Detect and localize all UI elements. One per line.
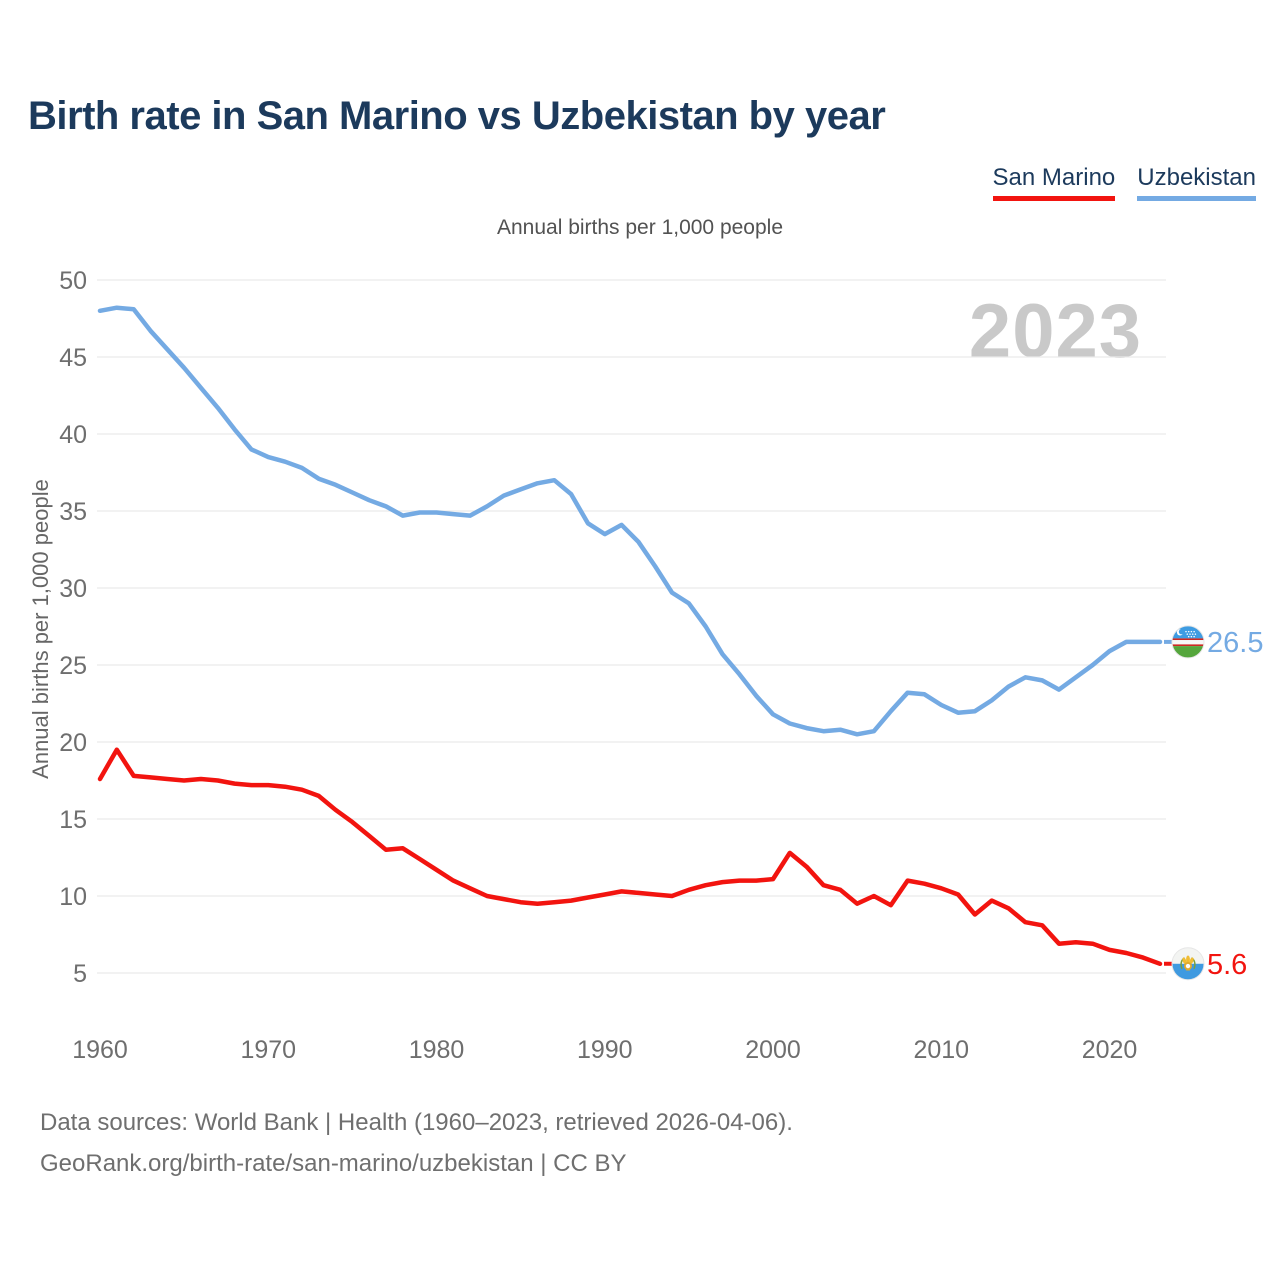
legend-label-uzbekistan: Uzbekistan xyxy=(1137,164,1256,191)
x-tick-label: 1980 xyxy=(409,1036,465,1064)
flag-plume xyxy=(1186,955,1190,964)
x-tick-label: 2000 xyxy=(745,1036,801,1064)
flag-star-dot xyxy=(1194,633,1197,635)
legend-label-san-marino: San Marino xyxy=(992,164,1116,191)
flag-bands xyxy=(1172,625,1204,658)
flag-plume xyxy=(1189,957,1194,964)
san-marino-line[interactable] xyxy=(97,747,1163,967)
flag-star-dot xyxy=(1187,635,1190,638)
flag-star-dot xyxy=(1186,633,1189,635)
y-axis-ticks: 50 45 40 35 30 25 20 15 10 5 xyxy=(59,267,87,988)
legend-item-san-marino[interactable]: San Marino xyxy=(992,164,1116,201)
y-tick-label: 20 xyxy=(59,729,87,757)
chart-subtitle: Annual births per 1,000 people xyxy=(496,216,784,239)
flag-plume xyxy=(1182,957,1187,964)
flag-band-red xyxy=(1172,638,1204,641)
uzbekistan-flag-icon xyxy=(1171,625,1205,659)
watermark-year: 2023 xyxy=(968,289,1142,374)
flag-band-red xyxy=(1172,644,1204,647)
san-marino-end-value: 5.6 xyxy=(1207,949,1247,981)
page-title: Birth rate in San Marino vs Uzbekistan b… xyxy=(28,94,886,138)
x-tick-label: 1960 xyxy=(72,1036,128,1064)
flag-star-dot xyxy=(1185,630,1187,633)
y-tick-label: 45 xyxy=(59,344,87,372)
flag-ring xyxy=(1171,625,1205,659)
y-tick-label: 5 xyxy=(73,960,87,988)
flag-band-green xyxy=(1172,646,1204,658)
flag-band-white xyxy=(1172,640,1204,645)
flag-star-dot xyxy=(1190,630,1193,633)
uzbekistan-line[interactable] xyxy=(97,305,1163,737)
x-tick-label: 2010 xyxy=(913,1036,969,1064)
uzbekistan-end-value: 26.5 xyxy=(1207,627,1263,659)
x-axis-ticks: 1960 1970 1980 1990 2000 2010 2020 xyxy=(72,1036,1137,1064)
gridlines xyxy=(97,279,1166,974)
x-tick-label: 1990 xyxy=(577,1036,633,1064)
footer-attribution: GeoRank.org/birth-rate/san-marino/uzbeki… xyxy=(40,1150,627,1177)
y-tick-label: 35 xyxy=(59,498,87,526)
san-marino-flag-icon xyxy=(1171,947,1205,981)
flag-star-dot xyxy=(1190,635,1193,638)
flag-crown-ring xyxy=(1184,962,1193,971)
flag-star-dot xyxy=(1193,630,1195,633)
flag-star-dot xyxy=(1187,630,1190,633)
flag-star-dot xyxy=(1191,633,1194,635)
flag-star-dot xyxy=(1193,635,1195,638)
footer-sources: Data sources: World Bank | Health (1960–… xyxy=(40,1109,793,1136)
flag-ring xyxy=(1171,947,1205,981)
flag-crown-base xyxy=(1185,968,1191,971)
footer: Data sources: World Bank | Health (1960–… xyxy=(40,1102,793,1184)
y-tick-label: 40 xyxy=(59,421,87,449)
x-tick-label: 2020 xyxy=(1082,1036,1138,1064)
flag-band-blue xyxy=(1172,963,1204,980)
flag-star-dot xyxy=(1189,633,1191,635)
y-tick-label: 10 xyxy=(59,883,87,911)
y-tick-label: 15 xyxy=(59,806,87,834)
y-tick-label: 50 xyxy=(59,267,87,295)
y-tick-label: 30 xyxy=(59,575,87,603)
y-tick-label: 25 xyxy=(59,652,87,680)
legend: San Marino Uzbekistan xyxy=(992,164,1256,201)
x-tick-label: 1970 xyxy=(240,1036,296,1064)
flag-crescent-cut xyxy=(1178,629,1184,635)
flag-bands xyxy=(1172,947,1204,980)
legend-item-uzbekistan[interactable]: Uzbekistan xyxy=(1137,164,1256,201)
